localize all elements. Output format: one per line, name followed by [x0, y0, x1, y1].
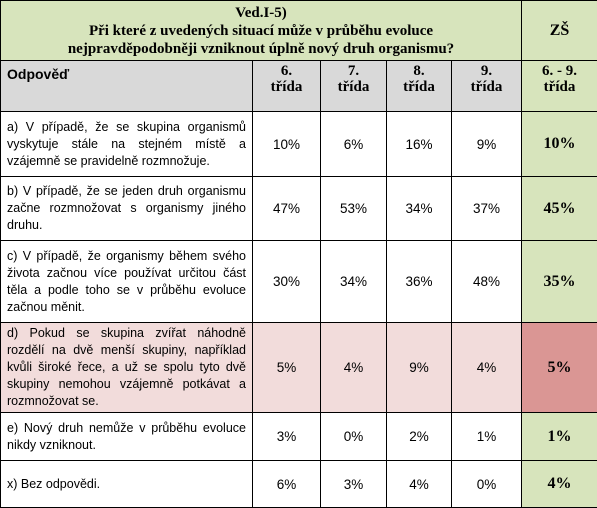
grade-9-value: 1%: [452, 413, 522, 461]
grade-9-value: 48%: [452, 241, 522, 323]
zs-total-value: 35%: [522, 241, 597, 323]
answer-text: d) Pokud se skupina zvířat náhodně rozdě…: [1, 323, 253, 413]
question-text-line-1: Při které z uvedených situací může v prů…: [1, 22, 521, 40]
grade-7-header: 7. třída: [321, 61, 387, 112]
title-row: Ved.I-5) Při které z uvedených situací m…: [1, 1, 597, 61]
zs-total-value: 4%: [522, 461, 597, 508]
table-row-highlighted: d) Pokud se skupina zvířat náhodně rozdě…: [1, 323, 597, 413]
zs-header: ZŠ: [522, 1, 597, 61]
question-title: Ved.I-5) Při které z uvedených situací m…: [1, 1, 522, 61]
table-row: x) Bez odpovědi. 6% 3% 4% 0% 4%: [1, 461, 597, 508]
table-row: a) V případě, že se skupina organismů vy…: [1, 112, 597, 177]
grade-8-value: 36%: [387, 241, 452, 323]
column-header-row: Odpověď 6. třída 7. třída 8. třída 9. tř…: [1, 61, 597, 112]
answer-text: e) Nový druh nemůže v průběhu evoluce ni…: [1, 413, 253, 461]
zs-total-value: 5%: [522, 323, 597, 413]
question-text-line-2: nejpravděpodobněji vzniknout úplně nový …: [1, 40, 521, 58]
grade-8-header: 8. třída: [387, 61, 452, 112]
grade-6-value: 6%: [253, 461, 321, 508]
grade-6-value: 30%: [253, 241, 321, 323]
grade-8-value: 4%: [387, 461, 452, 508]
grade-6-value: 10%: [253, 112, 321, 177]
grade-7-value: 0%: [321, 413, 387, 461]
grade-7-value: 53%: [321, 177, 387, 241]
grade-6-header: 6. třída: [253, 61, 321, 112]
grade-9-value: 4%: [452, 323, 522, 413]
grade-8-value: 16%: [387, 112, 452, 177]
grade-8-value: 34%: [387, 177, 452, 241]
answer-text: x) Bez odpovědi.: [1, 461, 253, 508]
question-code: Ved.I-5): [1, 4, 521, 22]
grade-9-value: 9%: [452, 112, 522, 177]
grade-6-value: 5%: [253, 323, 321, 413]
grade-6-value: 47%: [253, 177, 321, 241]
grade-9-header: 9. třída: [452, 61, 522, 112]
grade-9-value: 37%: [452, 177, 522, 241]
grade-7-value: 6%: [321, 112, 387, 177]
grade-7-value: 4%: [321, 323, 387, 413]
table-row: c) V případě, že organismy během svého ž…: [1, 241, 597, 323]
table-row: b) V případě, že se jeden druh organismu…: [1, 177, 597, 241]
table-row: e) Nový druh nemůže v průběhu evoluce ni…: [1, 413, 597, 461]
zs-total-value: 45%: [522, 177, 597, 241]
grade-6-value: 3%: [253, 413, 321, 461]
answer-text: c) V případě, že organismy během svého ž…: [1, 241, 253, 323]
zs-range-header: 6. - 9. třída: [522, 61, 597, 112]
zs-total-value: 10%: [522, 112, 597, 177]
grade-7-value: 3%: [321, 461, 387, 508]
answer-text: b) V případě, že se jeden druh organismu…: [1, 177, 253, 241]
answer-text: a) V případě, že se skupina organismů vy…: [1, 112, 253, 177]
grade-8-value: 9%: [387, 323, 452, 413]
grade-9-value: 0%: [452, 461, 522, 508]
grade-8-value: 2%: [387, 413, 452, 461]
answer-column-header: Odpověď: [1, 61, 253, 112]
grade-7-value: 34%: [321, 241, 387, 323]
zs-total-value: 1%: [522, 413, 597, 461]
